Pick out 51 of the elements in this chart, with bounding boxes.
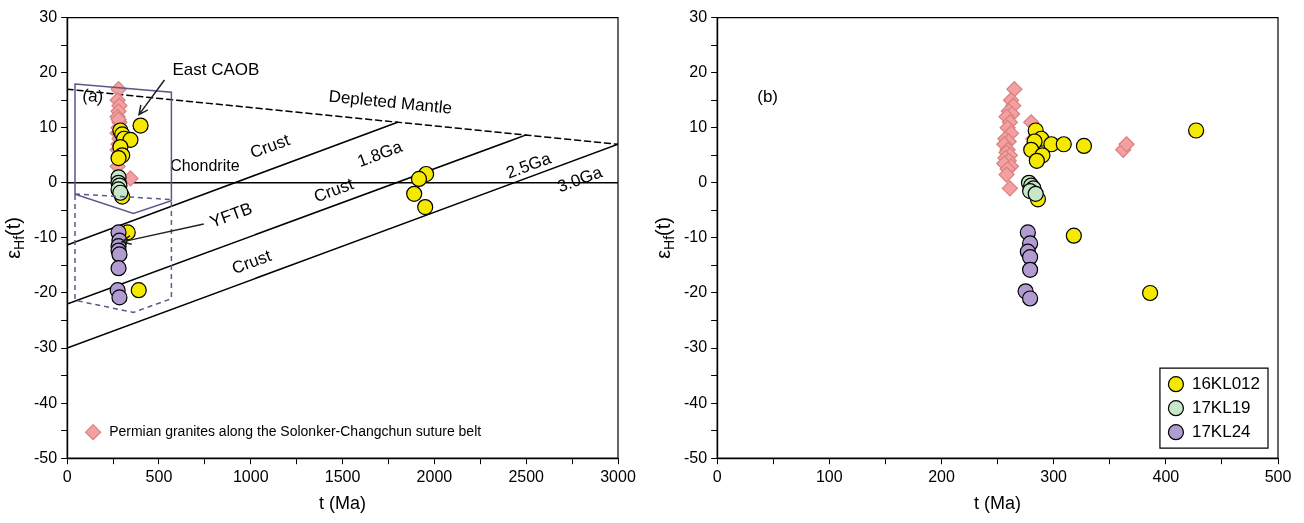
x-tick-label: 2500 [508, 468, 545, 486]
y-tick-label: 0 [48, 173, 58, 191]
y-axis-title: εHf(t) [1, 216, 27, 259]
annotation: (a) [81, 85, 105, 107]
y-tick-label: -20 [684, 283, 708, 301]
y-tick-label: 30 [39, 8, 58, 26]
annotation: Crust [247, 130, 293, 163]
x-tick-label: 100 [815, 468, 843, 486]
y-tick-label: -10 [34, 228, 58, 246]
y-tick-label: -10 [684, 228, 708, 246]
y-tick-label: 30 [689, 8, 708, 26]
y-tick-label: 20 [689, 63, 708, 81]
y-tick-label: -50 [34, 448, 58, 466]
y-tick-label: -30 [34, 338, 58, 356]
x-tick-label: 400 [1152, 468, 1180, 486]
ref-line-label: Chondrite [170, 157, 240, 175]
x-tick-label: 0 [62, 468, 72, 486]
legend-label: 17KL24 [1191, 421, 1251, 441]
y-tick-label: -30 [684, 338, 708, 356]
legend-label: Permian granites along the Solonker-Changchun suture belt [109, 423, 482, 440]
y-tick-label: -40 [34, 393, 58, 411]
y-tick-label: -50 [684, 448, 708, 466]
legend-label: 17KL19 [1191, 397, 1251, 417]
annotation: Crust [229, 245, 275, 278]
x-axis-title: t (Ma) [974, 493, 1022, 514]
x-tick-label: 1000 [232, 468, 269, 486]
x-tick-label: 500 [145, 468, 173, 486]
legend-label: 16KL012 [1191, 373, 1261, 393]
y-axis-title: εHf(t) [651, 216, 677, 259]
annotation: Depleted Mantle [327, 86, 453, 118]
annotation: 1.8Ga [354, 136, 406, 171]
annotation: Crust [311, 174, 357, 207]
x-tick-label: 1500 [324, 468, 361, 486]
y-tick-label: 0 [698, 173, 708, 191]
y-tick-label: 10 [689, 118, 708, 136]
annotation: 2.5Ga [503, 148, 554, 183]
x-axis-title: t (Ma) [319, 493, 367, 514]
y-tick-label: -20 [34, 283, 58, 301]
annotation: (b) [757, 87, 778, 107]
y-tick-label: -40 [684, 393, 708, 411]
annotation: YFTB [207, 198, 255, 232]
annotation: East CAOB [172, 59, 260, 79]
x-tick-label: 500 [1264, 468, 1292, 486]
y-tick-label: 20 [39, 63, 58, 81]
x-tick-label: 300 [1040, 468, 1068, 486]
x-tick-label: 2000 [416, 468, 453, 486]
annotation: 3.0Ga [554, 162, 606, 197]
x-tick-label: 0 [712, 468, 722, 486]
x-tick-label: 3000 [600, 468, 636, 486]
y-tick-label: 10 [39, 118, 58, 136]
x-tick-label: 200 [928, 468, 955, 486]
